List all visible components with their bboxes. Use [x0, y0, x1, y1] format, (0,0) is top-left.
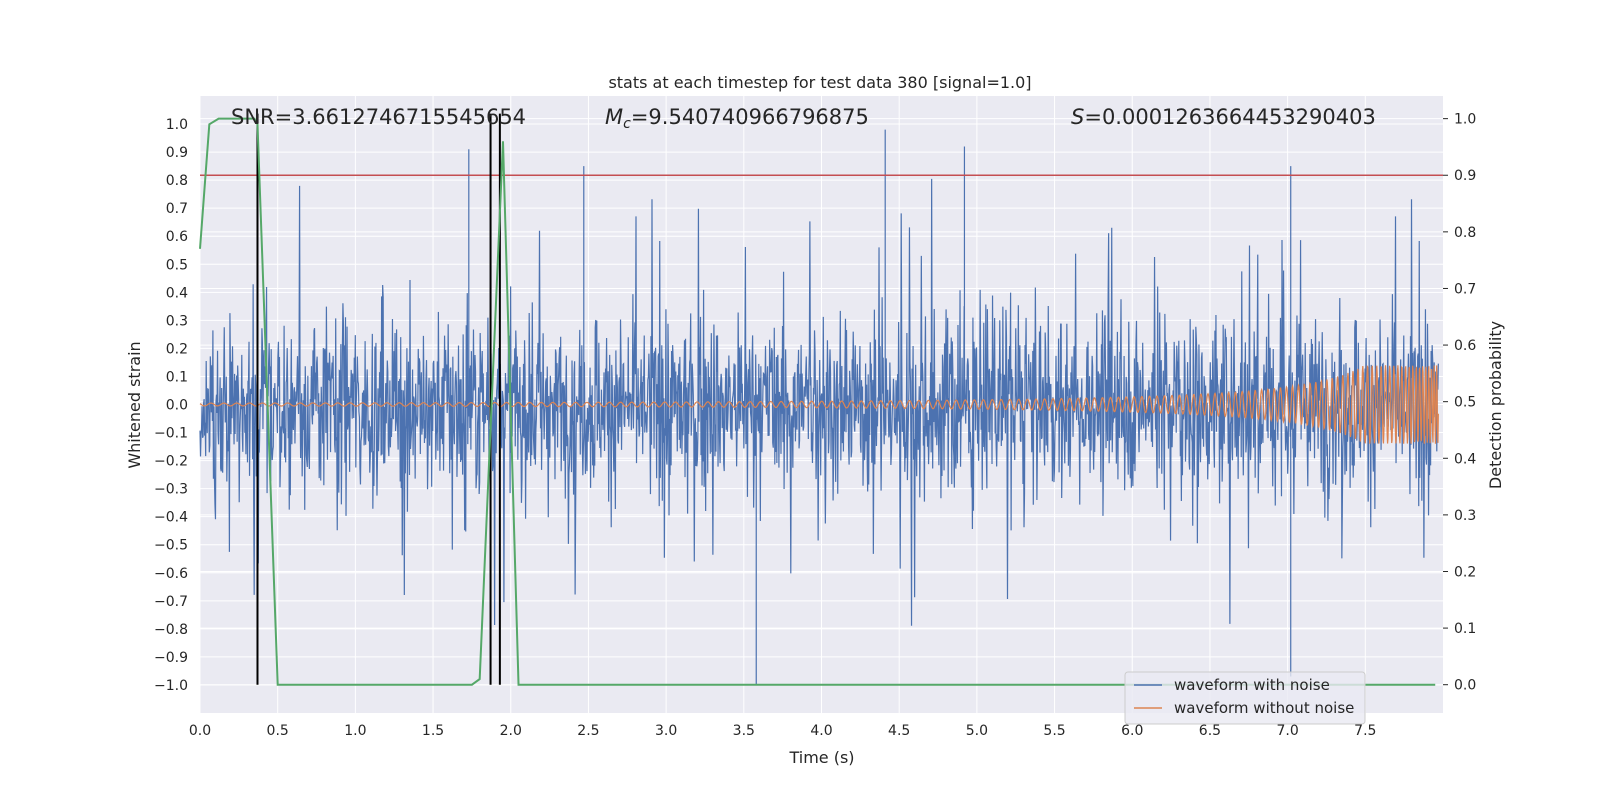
y-tick-label-left: −0.2: [154, 454, 188, 470]
y-tick-label-left: 0.8: [166, 173, 188, 189]
y-tick-label-right: 0.3: [1454, 508, 1476, 524]
tick-labels: 0.0 0.5 1.0 1.5 2.0 2.5 3.0 3.5 4.0 4.5 5.0 5.5 6.0 6…: [154, 112, 1476, 739]
y-tick-label-right: 1.0: [1454, 112, 1476, 128]
x-tick-label: 4.0: [810, 723, 832, 739]
x-tick-label: 7.0: [1276, 723, 1298, 739]
x-tick-label: 4.5: [888, 723, 910, 739]
x-axis-label: Time (s): [788, 748, 854, 767]
y-tick-label-left: 0.5: [166, 257, 188, 273]
x-tick-label: 0.5: [267, 723, 289, 739]
x-tick-label: 6.5: [1199, 723, 1221, 739]
y-tick-label-right: 0.8: [1454, 225, 1476, 241]
x-tick-label: 5.0: [966, 723, 988, 739]
y-tick-label-right: 0.6: [1454, 338, 1476, 354]
y-tick-label-left: 0.2: [166, 341, 188, 357]
y-tick-label-right: 0.7: [1454, 281, 1476, 297]
y-tick-label-right: 0.2: [1454, 564, 1476, 580]
legend-label-noisy: waveform with noise: [1174, 676, 1330, 694]
legend-box: [1124, 671, 1366, 725]
clean-waveform-line: [199, 364, 1439, 444]
snr-annotation: SNR=3.6612746715545654: [231, 105, 526, 129]
y-tick-label-left: 0.7: [166, 201, 188, 217]
s-value: =0.0001263664453290403: [1084, 105, 1376, 129]
noisy-waveform-line: [199, 129, 1439, 685]
x-tick-label: 2.5: [577, 723, 599, 739]
y-tick-label-left: 0.0: [166, 398, 188, 414]
x-tick-label: 2.0: [500, 723, 522, 739]
y-tick-label-right: 0.4: [1454, 451, 1476, 467]
y-tick-label-left: −0.7: [154, 594, 188, 610]
x-tick-label: 6.0: [1121, 723, 1143, 739]
noisy-waveform-group: [199, 129, 1439, 685]
s-annotation: S=0.0001263664453290403: [1071, 105, 1376, 129]
y-tick-label-left: −0.1: [154, 426, 188, 442]
chirp-mass-value: =9.540740966796875: [631, 105, 869, 129]
x-tick-label: 3.0: [655, 723, 677, 739]
y-tick-label-left: 0.3: [166, 313, 188, 329]
x-tick-label: 5.5: [1043, 723, 1065, 739]
y-tick-label-left: −0.4: [154, 510, 188, 526]
x-tick-label: 0.0: [189, 723, 211, 739]
y-tick-label-left: −0.6: [154, 566, 188, 582]
x-tick-label: 1.5: [422, 723, 444, 739]
y-tick-label-left: 0.6: [166, 229, 188, 245]
clean-waveform-group: [199, 364, 1439, 444]
y-tick-label-left: −1.0: [154, 678, 188, 694]
probability-group: [199, 117, 1436, 686]
x-tick-label: 3.5: [733, 723, 755, 739]
legend: waveform with noise waveform without noi…: [1124, 671, 1366, 725]
x-tick-label: 1.0: [344, 723, 366, 739]
y-tick-label-left: −0.5: [154, 538, 188, 554]
y-axis-label-right: Detection probability: [1486, 321, 1505, 489]
chirp-mass-subscript: c: [623, 116, 631, 132]
y-tick-label-left: 0.1: [166, 369, 188, 385]
y-tick-label-right: 0.5: [1454, 395, 1476, 411]
chart-title: stats at each timestep for test data 380…: [608, 73, 1031, 92]
legend-label-clean: waveform without noise: [1174, 699, 1354, 717]
chirp-mass-annotation: Mc=9.540740966796875: [605, 105, 869, 132]
y-tick-label-left: −0.8: [154, 622, 188, 638]
y-tick-label-right: 0.1: [1454, 621, 1476, 637]
x-tick-label: 7.5: [1354, 723, 1376, 739]
y-tick-label-left: −0.9: [154, 650, 188, 666]
detection-probability-line: [199, 117, 1436, 686]
y-tick-label-left: 1.0: [166, 117, 188, 133]
y-tick-label-left: 0.4: [166, 285, 188, 301]
y-tick-label-right: 0.9: [1454, 168, 1476, 184]
chirp-mass-symbol: M: [605, 105, 623, 129]
s-symbol: S: [1071, 105, 1084, 129]
y-axis-label-left: Whitened strain: [125, 341, 144, 468]
y-tick-label-right: 0.0: [1454, 678, 1476, 694]
y-tick-label-left: −0.3: [154, 482, 188, 498]
y-tick-label-left: 0.9: [166, 145, 188, 161]
